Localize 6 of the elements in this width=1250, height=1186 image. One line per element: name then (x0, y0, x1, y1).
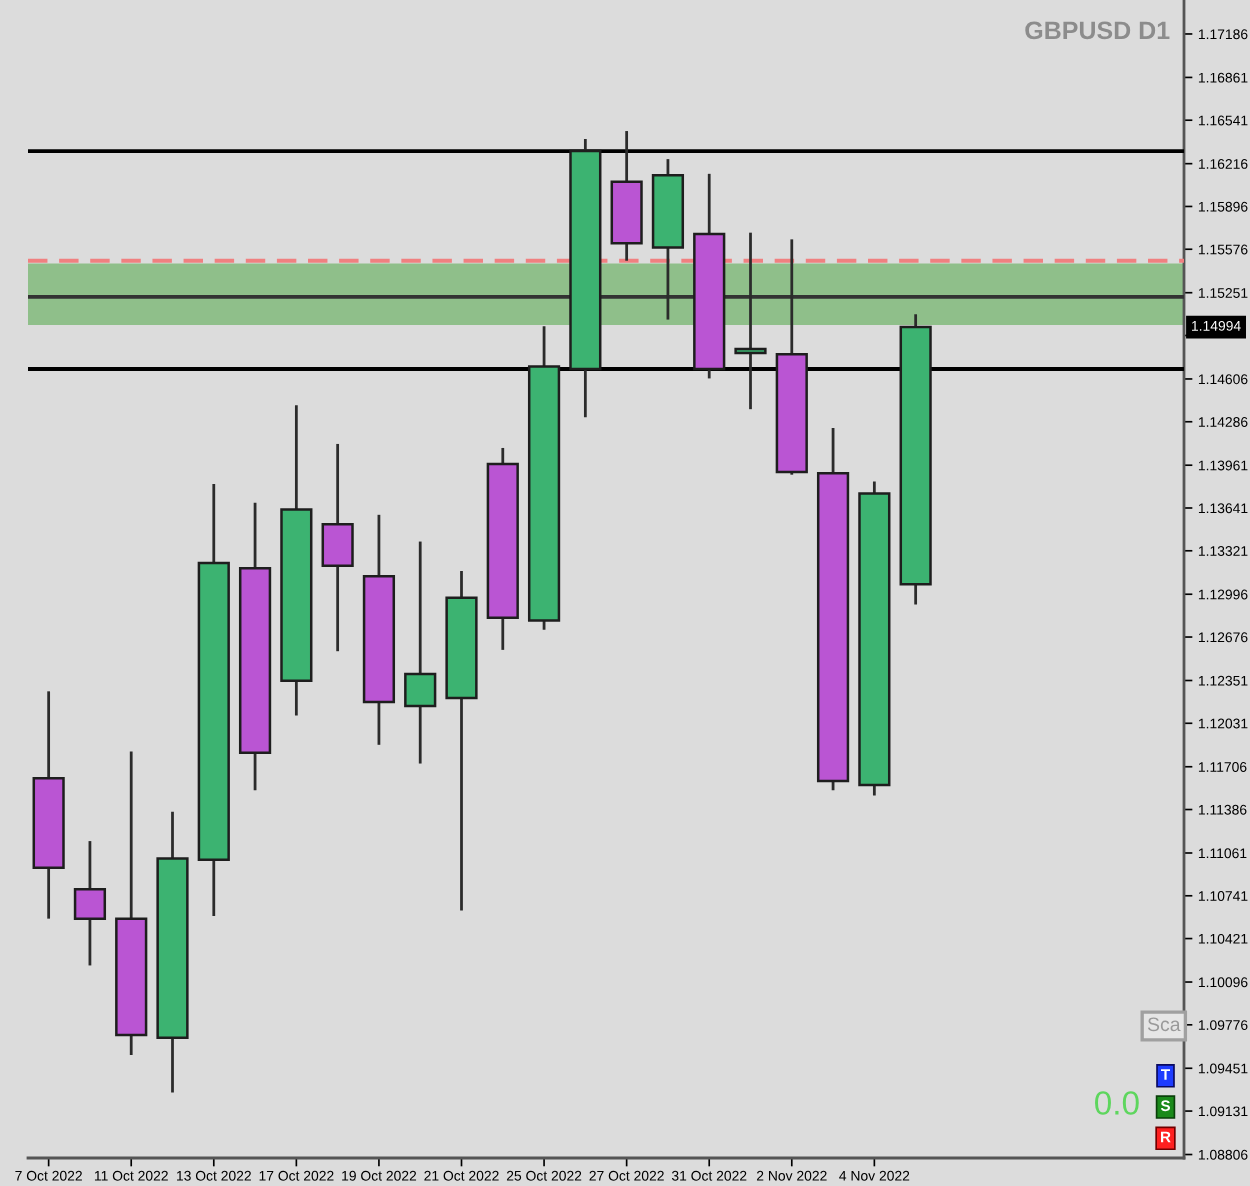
candlestick (404, 540, 437, 765)
candlestick (321, 442, 354, 653)
text: GBPUSD D1 (1025, 21, 1170, 40)
annotation: 0.0 (1095, 1091, 1139, 1115)
candlestick (73, 839, 107, 967)
annotation: Sca (1147, 1017, 1181, 1032)
